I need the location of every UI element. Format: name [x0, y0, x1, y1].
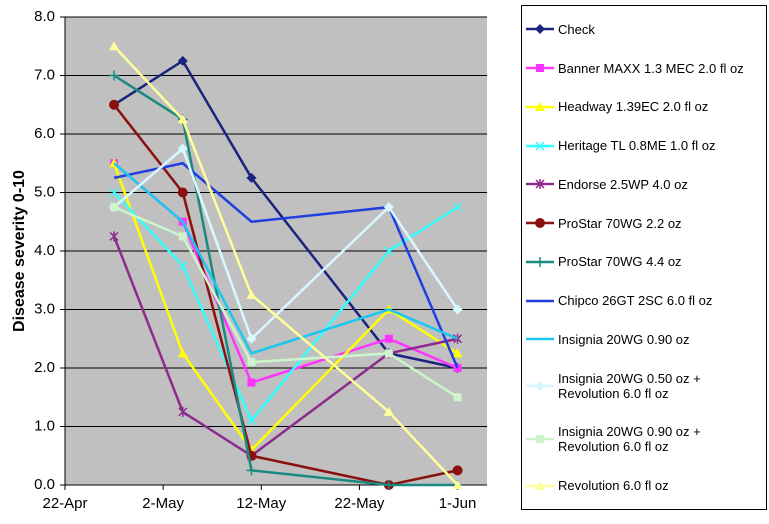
- legend-swatch: [526, 24, 554, 35]
- marker: [535, 480, 545, 490]
- x-tick-label: 22-Apr: [42, 495, 87, 512]
- marker: [177, 348, 188, 358]
- marker: [536, 64, 544, 73]
- marker: [178, 261, 188, 271]
- marker: [452, 465, 463, 476]
- legend-label: Insignia 20WG 0.50 oz + Revolution 6.0 f…: [558, 370, 701, 401]
- marker: [535, 141, 545, 151]
- marker: [177, 187, 188, 198]
- marker: [247, 378, 256, 387]
- marker: [535, 380, 545, 391]
- marker: [453, 202, 463, 212]
- y-tick-label: 2.0: [34, 359, 55, 376]
- legend-label: ProStar 70WG 4.4 oz: [558, 254, 682, 270]
- legend-swatch: [526, 218, 554, 229]
- y-tick-label: 4.0: [34, 242, 55, 259]
- legend-entry: ProStar 70WG 2.2 oz: [522, 216, 766, 231]
- marker: [384, 246, 394, 256]
- legend: Check Banner MAXX 1.3 MEC 2.0 fl oz Headwa…: [521, 5, 767, 510]
- legend-entry: Insignia 20WG 0.90 oz + Revolution 6.0 f…: [522, 424, 766, 454]
- marker: [536, 435, 544, 444]
- legend-entry: Banner MAXX 1.3 MEC 2.0 fl oz: [522, 61, 766, 76]
- marker: [535, 101, 545, 111]
- marker: [177, 114, 188, 124]
- marker: [109, 70, 120, 81]
- legend-label: Check: [558, 21, 595, 37]
- legend-swatch: [526, 256, 554, 267]
- marker: [109, 41, 120, 51]
- legend-entry: Endorse 2.5WP 4.0 oz: [522, 177, 766, 192]
- marker: [452, 304, 463, 315]
- marker: [246, 172, 257, 183]
- legend-swatch: [526, 480, 554, 490]
- marker: [383, 202, 394, 213]
- legend-entry: Heritage TL 0.8ME 1.0 fl oz: [522, 138, 766, 153]
- marker: [178, 406, 188, 417]
- marker: [246, 333, 257, 344]
- marker: [452, 348, 463, 358]
- marker: [178, 232, 187, 241]
- marker: [110, 203, 119, 212]
- legend-swatch: [526, 380, 554, 391]
- x-tick-label: 2-May: [142, 495, 184, 512]
- marker: [535, 24, 545, 35]
- legend-entry: Insignia 20WG 0.90 oz: [522, 332, 766, 347]
- marker: [383, 406, 394, 416]
- legend-entry: Headway 1.39EC 2.0 fl oz: [522, 99, 766, 114]
- series-line: [113, 162, 459, 355]
- legend-label: ProStar 70WG 2.2 oz: [558, 215, 682, 231]
- marker: [109, 99, 120, 110]
- chart: Disease severity 0-10 0.0 1.0 2.0 3.0 4.0 5.0…: [11, 8, 487, 512]
- legend-label: Banner MAXX 1.3 MEC 2.0 fl oz: [558, 60, 744, 76]
- legend-label: Insignia 20WG 0.90 oz: [558, 331, 690, 347]
- legend-swatch: [526, 141, 554, 151]
- y-tick-label: 0.0: [34, 476, 55, 493]
- legend-swatch: [526, 101, 554, 111]
- marker: [109, 231, 119, 242]
- legend-swatch: [526, 64, 554, 73]
- legend-entry: Check: [522, 22, 766, 37]
- marker: [384, 334, 393, 343]
- y-tick-label: 7.0: [34, 66, 55, 83]
- legend-label: Heritage TL 0.8ME 1.0 fl oz: [558, 138, 716, 154]
- marker: [177, 55, 188, 66]
- marker: [246, 465, 257, 476]
- legend-label: Chipco 26GT 2SC 6.0 fl oz: [558, 293, 713, 309]
- marker: [535, 218, 545, 229]
- marker: [109, 187, 119, 198]
- y-tick-label: 3.0: [34, 300, 55, 317]
- legend-entry: Chipco 26GT 2SC 6.0 fl oz: [522, 293, 766, 308]
- legend-entry: Revolution 6.0 fl oz: [522, 478, 766, 493]
- marker: [453, 393, 462, 402]
- marker: [383, 480, 394, 490]
- marker: [452, 480, 463, 489]
- x-tick-label: 22-May: [334, 495, 385, 512]
- marker: [535, 256, 545, 267]
- y-tick-label: 6.0: [34, 125, 55, 142]
- marker: [246, 289, 257, 299]
- marker: [384, 349, 393, 358]
- marker: [177, 143, 188, 154]
- y-axis-label: Disease severity 0-10: [11, 170, 28, 332]
- x-tick-label: 12-May: [236, 495, 287, 512]
- legend-entry: ProStar 70WG 4.4 oz: [522, 254, 766, 269]
- legend-swatch: [526, 299, 554, 302]
- legend-swatch: [526, 338, 554, 341]
- legend-swatch: [526, 435, 554, 444]
- y-tick-label: 5.0: [34, 183, 55, 200]
- marker: [246, 416, 256, 426]
- y-tick-label: 1.0: [34, 417, 55, 434]
- x-tick-label: 1-Jun: [439, 495, 477, 512]
- marker: [535, 179, 545, 190]
- legend-label: Insignia 20WG 0.90 oz + Revolution 6.0 f…: [558, 424, 701, 455]
- marker: [247, 358, 256, 367]
- legend-label: Endorse 2.5WP 4.0 oz: [558, 176, 688, 192]
- legend-entry: Insignia 20WG 0.50 oz + Revolution 6.0 f…: [522, 371, 766, 401]
- legend-swatch: [526, 179, 554, 190]
- y-tick-label: 8.0: [34, 8, 55, 25]
- legend-label: Revolution 6.0 fl oz: [558, 478, 669, 494]
- legend-label: Headway 1.39EC 2.0 fl oz: [558, 99, 709, 115]
